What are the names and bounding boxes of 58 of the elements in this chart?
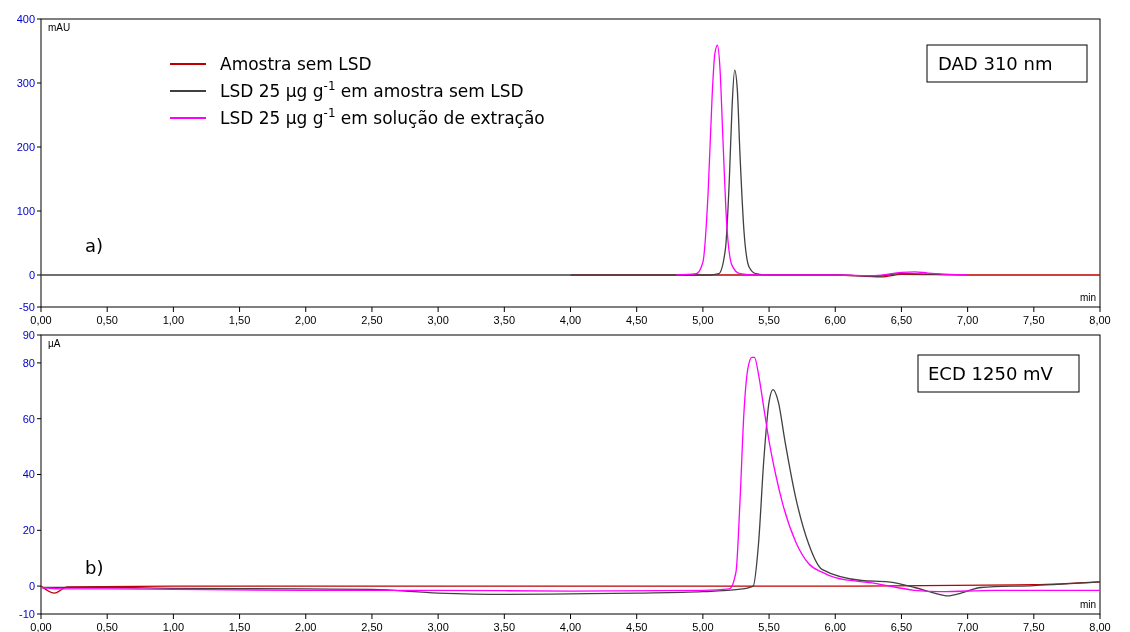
x-tick-label: 5,50: [758, 621, 780, 632]
x-tick-label: 3,00: [427, 621, 449, 632]
x-axis-title: min: [1079, 292, 1096, 303]
x-tick-label: 8,00: [1089, 314, 1111, 326]
y-tick-label: 100: [16, 204, 35, 217]
y-axis-title: µA: [48, 338, 61, 349]
legend-label: LSD 25 µg g$^{-1}$ em solução de extração: [220, 105, 545, 128]
x-tick-label: 1,00: [162, 314, 185, 326]
x-tick-label: 0,50: [96, 314, 118, 326]
x-tick-label: 4,50: [625, 621, 648, 632]
y-tick-label: 300: [16, 76, 35, 89]
x-tick-label: 0,00: [30, 621, 52, 632]
x-tick-label: 2,50: [361, 621, 383, 632]
x-tick-label: 3,00: [427, 314, 449, 326]
x-axis-title: min: [1079, 599, 1096, 610]
annotation: DAD 310 nm: [938, 53, 1053, 74]
y-tick-label: 200: [16, 140, 35, 153]
legend-label: LSD 25 µg g$^{-1}$ em amostra sem LSD: [220, 78, 524, 101]
x-tick-label: 2,00: [295, 314, 317, 326]
y-tick-label: 20: [22, 524, 35, 537]
y-tick-label: 400: [16, 12, 35, 25]
x-tick-label: 3,50: [493, 314, 516, 326]
x-tick-label: 6,00: [824, 621, 846, 632]
x-tick-label: 6,50: [890, 314, 913, 326]
x-tick-label: 1,50: [228, 314, 251, 326]
annotation: ECD 1250 mV: [928, 363, 1054, 384]
x-tick-label: 6,50: [890, 621, 913, 632]
x-tick-label: 7,00: [956, 621, 979, 632]
x-tick-label: 8,00: [1089, 621, 1111, 632]
x-tick-label: 1,50: [228, 621, 251, 632]
x-tick-label: 2,00: [295, 621, 317, 632]
annotation: a): [85, 235, 104, 256]
x-tick-label: 5,00: [692, 314, 714, 326]
x-tick-label: 5,00: [692, 621, 714, 632]
x-tick-label: 4,00: [559, 314, 582, 326]
x-tick-label: 5,50: [758, 314, 780, 326]
x-tick-label: 6,00: [824, 314, 846, 326]
x-tick-label: 4,00: [559, 621, 582, 632]
x-tick-label: 3,50: [493, 621, 516, 632]
x-tick-label: 7,50: [1023, 621, 1045, 632]
annotation: b): [85, 557, 104, 578]
y-tick-label: 60: [22, 412, 35, 425]
legend-label: Amostra sem LSD: [220, 53, 372, 74]
y-tick-label: 90: [22, 328, 35, 341]
x-tick-label: 7,50: [1023, 314, 1045, 326]
y-tick-label: -10: [19, 607, 35, 620]
y-tick-label: -50: [19, 300, 35, 313]
y-tick-label: 40: [22, 468, 35, 481]
x-tick-label: 4,50: [625, 314, 648, 326]
y-tick-label: 0: [28, 268, 35, 281]
x-tick-label: 0,00: [30, 314, 52, 326]
x-tick-label: 0,50: [96, 621, 118, 632]
y-tick-label: 0: [28, 579, 35, 592]
y-axis-title: mAU: [48, 22, 71, 33]
x-tick-label: 7,00: [956, 314, 979, 326]
x-tick-label: 2,50: [361, 314, 383, 326]
y-tick-label: 80: [22, 356, 35, 369]
x-tick-label: 1,00: [162, 621, 185, 632]
